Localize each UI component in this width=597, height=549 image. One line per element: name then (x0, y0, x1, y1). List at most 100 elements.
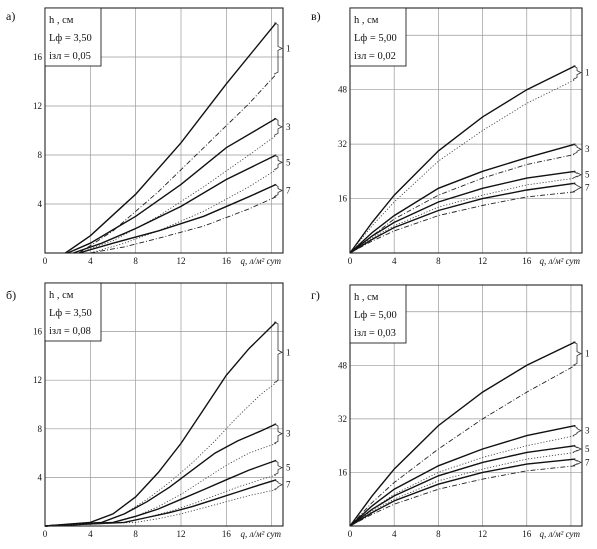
curve-5-dotted (44, 474, 277, 527)
curve-1-solid (349, 341, 576, 527)
info-line: Lф = 3,50 (49, 308, 92, 319)
curve-bracket (572, 143, 582, 155)
plot-frame (349, 284, 583, 527)
x-tick-label: 16 (222, 256, 232, 266)
curve-label: 1 (585, 68, 590, 78)
curve-1-dashdot (78, 73, 277, 254)
x-tick-label: 8 (436, 256, 441, 266)
chart-panel-1: а) 0 4 8 12 16 4 8 12 16 q, л/м² сут h , см Lф = 3,5… (6, 7, 291, 266)
info-line: iзл = 0,03 (354, 328, 396, 339)
info-line: h , см (49, 15, 74, 26)
x-axis-label: q, л/м² сут (240, 256, 281, 266)
curve-5-dotted (90, 169, 277, 254)
curve-label: 3 (286, 122, 291, 132)
panel-letter: б) (6, 288, 16, 302)
info-line: h , см (354, 292, 379, 303)
info-box-frame (44, 282, 102, 342)
curves (349, 341, 576, 527)
x-tick-label: 12 (478, 256, 487, 266)
curve-bracket (273, 154, 283, 171)
panel-letter: г) (311, 288, 320, 302)
curve-label: 5 (286, 157, 291, 167)
curves (349, 65, 576, 254)
x-tick-label: 12 (478, 529, 487, 539)
curve-5-dotted (349, 177, 576, 254)
info-line: Lф = 5,00 (354, 33, 397, 44)
curve-7-dashdot (90, 196, 277, 254)
curve-3-solid (44, 423, 277, 527)
curve-bracket (273, 117, 283, 136)
chart-panel-3: б) 0 4 8 12 16 4 8 12 16 q, л/м² сут h , см Lф = 3,5… (6, 282, 291, 539)
y-tick-label: 32 (338, 414, 347, 424)
curve-5-dotted (349, 452, 576, 527)
curve-label: 5 (585, 444, 590, 454)
x-tick-label: 0 (43, 529, 48, 539)
info-box: h , см Lф = 5,00 iзл = 0,02 (349, 7, 407, 67)
curve-1-solid (349, 65, 576, 254)
curve-5-solid (44, 459, 277, 527)
x-tick-label: 12 (177, 256, 186, 266)
y-tick-label: 8 (38, 150, 43, 160)
panel-letter: а) (6, 9, 15, 23)
curve-3-dotted (78, 135, 277, 254)
info-box-frame (349, 284, 407, 344)
curve-label: 5 (286, 463, 291, 473)
x-tick-label: 4 (392, 529, 397, 539)
y-tick-label: 4 (38, 472, 43, 482)
x-tick-label: 16 (522, 256, 532, 266)
curve-bracket (572, 182, 582, 193)
plot-frame (349, 7, 583, 254)
curve-7-solid (349, 182, 576, 254)
curve-bracket (572, 65, 582, 80)
plot-frame (44, 7, 284, 254)
curve-label: 7 (286, 186, 291, 196)
curve-bracket (572, 425, 582, 436)
x-tick-label: 16 (222, 529, 232, 539)
curve-label: 3 (585, 426, 590, 436)
x-axis-label: q, л/м² сут (539, 529, 580, 539)
x-axis-label: q, л/м² сут (539, 256, 580, 266)
curve-1-dotted (44, 382, 277, 527)
y-tick-label: 16 (338, 194, 348, 204)
x-tick-label: 8 (133, 256, 138, 266)
curves (65, 22, 277, 254)
x-tick-label: 0 (348, 256, 353, 266)
curve-3-solid (67, 117, 277, 254)
curve-label: 7 (286, 480, 291, 490)
curve-bracket (273, 184, 283, 198)
curve-label: 1 (286, 347, 291, 357)
y-tick-label: 8 (38, 424, 43, 434)
curve-bracket (273, 423, 283, 444)
curve-label: 3 (585, 144, 590, 154)
y-tick-label: 48 (338, 360, 348, 370)
curve-7-solid (44, 479, 277, 527)
curve-7-solid (78, 183, 277, 254)
curve-bracket (572, 170, 582, 179)
info-line: iзл = 0,05 (49, 51, 91, 62)
curve-5-solid (73, 154, 277, 254)
curve-5-solid (349, 170, 576, 254)
plot-frame (44, 282, 284, 527)
grid (45, 8, 283, 253)
curve-7-dashdot (349, 465, 576, 527)
info-line: h , см (354, 15, 379, 26)
curve-bracket (273, 22, 283, 75)
curve-label: 7 (585, 182, 590, 192)
curve-label: 3 (286, 429, 291, 439)
y-tick-label: 4 (38, 199, 43, 209)
curve-label: 1 (585, 349, 590, 359)
info-box-frame (44, 7, 102, 67)
curve-label: 5 (585, 170, 590, 180)
x-tick-label: 4 (392, 256, 397, 266)
x-tick-label: 16 (522, 529, 532, 539)
x-tick-label: 8 (436, 529, 441, 539)
info-box-frame (349, 7, 407, 67)
y-tick-label: 12 (33, 101, 42, 111)
y-tick-label: 12 (33, 375, 42, 385)
info-box: h , см Lф = 3,50 iзл = 0,05 (44, 7, 102, 67)
curve-bracket (273, 460, 283, 476)
y-tick-label: 16 (33, 327, 43, 337)
curve-7-solid (349, 458, 576, 527)
